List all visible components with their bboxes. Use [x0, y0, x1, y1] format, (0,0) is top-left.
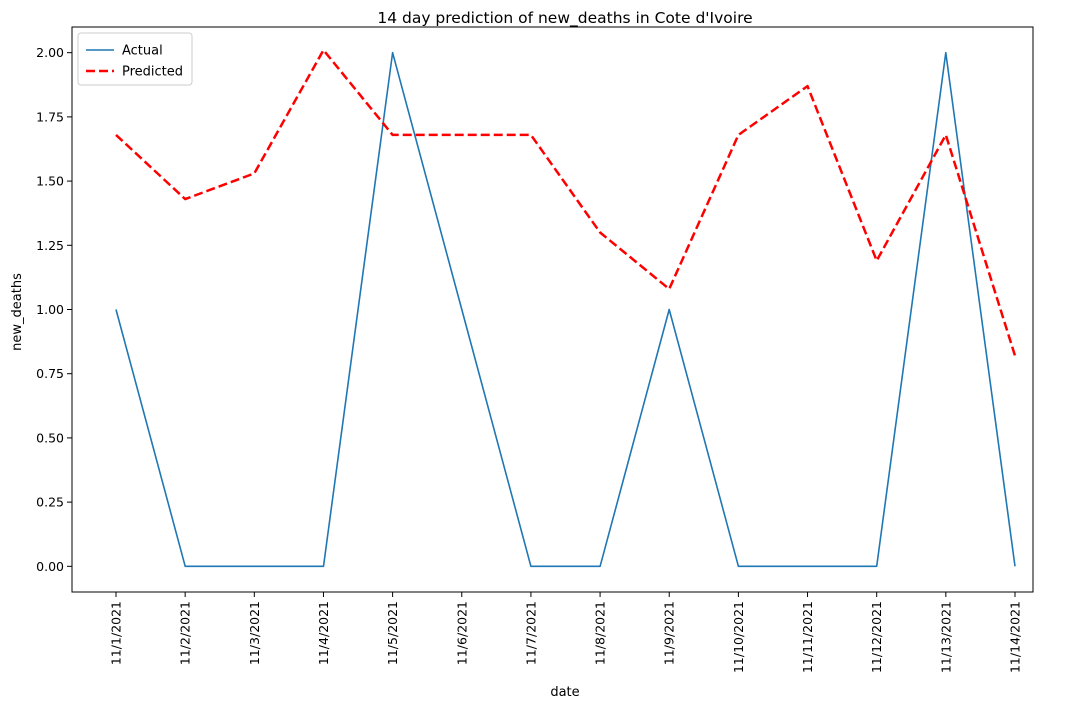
x-tick-label: 11/13/2021	[938, 601, 953, 673]
x-axis-label: date	[550, 685, 579, 700]
x-tick-label: 11/14/2021	[1008, 601, 1023, 673]
legend-label-predicted: Predicted	[122, 65, 183, 80]
x-tick-label: 11/11/2021	[800, 601, 815, 673]
legend-label-actual: Actual	[122, 44, 163, 59]
x-tick-label: 11/7/2021	[523, 601, 538, 665]
series-line-predicted	[115, 48, 1017, 357]
x-tick-label: 11/12/2021	[869, 601, 884, 673]
x-tick-label: 11/5/2021	[385, 601, 400, 665]
series-line-actual	[115, 51, 1016, 568]
chart-title: 14 day prediction of new_deaths in Cote …	[377, 9, 752, 28]
x-tick-label: 11/8/2021	[593, 601, 608, 665]
y-tick-label: 1.75	[36, 109, 64, 124]
x-tick-label: 11/3/2021	[247, 601, 262, 665]
x-tick-label: 11/6/2021	[454, 601, 469, 665]
x-tick-label: 11/1/2021	[109, 601, 124, 665]
y-tick-label: 1.50	[36, 174, 64, 189]
y-tick-label: 0.50	[36, 430, 64, 445]
y-tick-label: 1.00	[36, 302, 64, 317]
y-axis-label: new_deaths	[10, 273, 25, 351]
x-tick-label: 11/9/2021	[662, 601, 677, 665]
x-tick-label: 11/4/2021	[316, 601, 331, 665]
y-tick-label: 0.00	[36, 559, 64, 574]
x-tick-label: 11/2/2021	[178, 601, 193, 665]
x-tick-label: 11/10/2021	[731, 601, 746, 673]
y-tick-label: 1.25	[36, 238, 64, 253]
y-tick-label: 0.75	[36, 366, 64, 381]
y-tick-label: 2.00	[36, 45, 64, 60]
legend: Actual Predicted	[77, 32, 193, 86]
y-tick-label: 0.25	[36, 495, 64, 510]
